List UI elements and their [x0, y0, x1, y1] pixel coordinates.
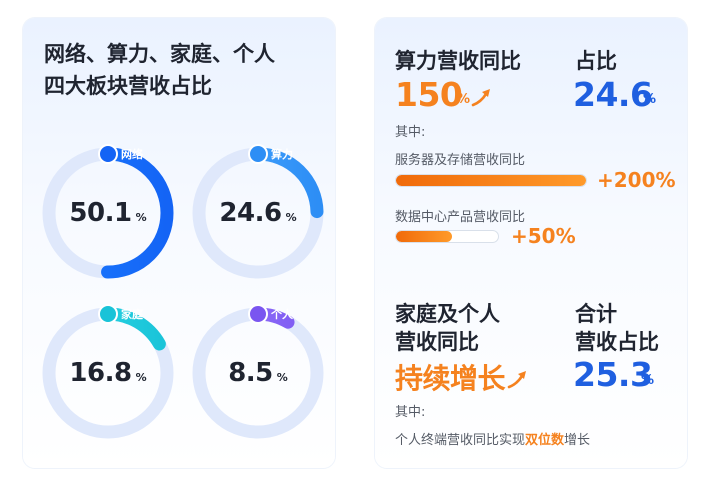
donut-ring: 个人 [192, 304, 324, 439]
bar-label-datacenter: 数据中心产品营收同比 [395, 210, 526, 225]
note-prefix: 个人终端营收同比实现 [395, 433, 526, 448]
title-line-2: 四大板块营收占比 [44, 74, 212, 98]
ring-unit: % [276, 370, 288, 384]
trend-up-arrow-icon [507, 371, 526, 389]
ring-personal: 个人 8.5 % [188, 303, 328, 443]
total-label-line-1: 合计 [575, 302, 617, 326]
bar-fill [396, 231, 453, 242]
share-value: 24.6 [573, 75, 653, 114]
ring-unit: % [135, 370, 147, 384]
ring-tag: 个人 [270, 307, 294, 321]
ring-number: 8.5 [228, 358, 273, 388]
compute-growth-label: 算力营收同比 [395, 49, 521, 73]
compute-growth-unit: % [457, 92, 471, 107]
ring-tag: 家庭 [121, 307, 143, 321]
bar-server [395, 174, 587, 187]
ring-start-dot [248, 304, 268, 324]
ring-unit: % [135, 210, 147, 224]
bar-fill [396, 175, 586, 186]
title-line-1: 网络、算力、家庭、个人 [44, 42, 275, 66]
growth-panel: 算力营收同比 150 % 占比 24.6 % 其中: 服务器及存储营收同比 +2… [375, 18, 687, 468]
ring-home: 家庭 16.8 % [38, 303, 178, 443]
bar-label-server: 服务器及存储营收同比 [395, 153, 526, 168]
bar-datacenter [395, 230, 499, 243]
among-label: 其中: [395, 405, 426, 420]
ring-start-dot [98, 144, 118, 164]
donut-ring: 家庭 [42, 304, 174, 439]
segment-share-panel: 网络、算力、家庭、个人 四大板块营收占比 网络 50.1 % 算力 24.6 %… [23, 18, 335, 468]
ring-start-dot [248, 144, 268, 164]
ring-value: 8.5 % [188, 303, 328, 443]
note-suffix: 增长 [564, 433, 591, 448]
share-label: 占比 [575, 49, 617, 73]
panel-title: 网络、算力、家庭、个人 四大板块营收占比 [44, 38, 324, 102]
ring-number: 16.8 [69, 358, 132, 388]
bar-value-server: +200% [597, 168, 676, 192]
ring-value: 50.1 % [38, 143, 178, 283]
ring-unit: % [285, 210, 297, 224]
among-label: 其中: [395, 125, 426, 140]
trend-up-arrow-icon [471, 89, 490, 107]
note-highlight: 双位数 [525, 433, 565, 448]
ring-value: 24.6 % [188, 143, 328, 283]
donut-ring: 算力 [192, 144, 324, 279]
home-personal-label-line-2: 营收同比 [395, 330, 479, 354]
share-unit: % [643, 92, 657, 107]
bar-value-datacenter: +50% [511, 224, 576, 248]
ring-tag: 网络 [121, 147, 143, 161]
ring-compute: 算力 24.6 % [188, 143, 328, 283]
total-label-line-2: 营收占比 [575, 330, 659, 354]
total-value: 25.3 [573, 355, 653, 394]
personal-terminal-note: 个人终端营收同比实现双位数增长 [395, 429, 590, 448]
home-personal-value: 持续增长 [395, 362, 506, 395]
ring-network: 网络 50.1 % [38, 143, 178, 283]
ring-value: 16.8 % [38, 303, 178, 443]
ring-number: 50.1 [69, 198, 132, 228]
ring-start-dot [98, 304, 118, 324]
ring-tag: 算力 [270, 147, 293, 161]
compute-growth-value: 150 [395, 75, 463, 114]
total-unit: % [641, 373, 655, 388]
home-personal-label-line-1: 家庭及个人 [395, 302, 500, 326]
ring-number: 24.6 [219, 198, 282, 228]
donut-ring: 网络 [42, 144, 174, 279]
